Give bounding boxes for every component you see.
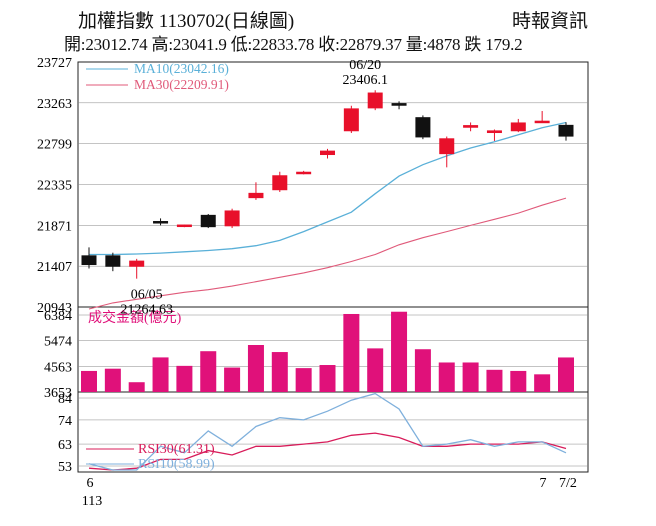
candle-body bbox=[272, 175, 288, 191]
rsi10-legend: RSI10(58.99) bbox=[138, 457, 215, 472]
rsi-y-tick: 74 bbox=[58, 414, 72, 429]
volume-bar bbox=[176, 365, 193, 392]
volume-bars: 成交金額(億元) bbox=[81, 309, 574, 392]
volume-bar bbox=[224, 367, 241, 392]
volume-bar bbox=[534, 374, 551, 392]
axis-labels: 2372723263227992233521871214072094363845… bbox=[37, 56, 577, 509]
price-y-tick: 23263 bbox=[37, 97, 72, 112]
candle-body bbox=[153, 221, 169, 224]
candle-body bbox=[320, 150, 335, 156]
price-y-tick: 23727 bbox=[37, 56, 72, 71]
ohlc-stats: 開:23012.74 高:23041.9 低:22833.78 收:22879.… bbox=[64, 35, 523, 54]
volume-bar bbox=[438, 362, 455, 392]
grid-lines bbox=[78, 102, 588, 467]
x-tick-month: 6 bbox=[87, 476, 94, 491]
volume-bar bbox=[319, 365, 336, 392]
x-tick-month: 7 bbox=[540, 476, 547, 491]
candle-body bbox=[510, 122, 526, 132]
low-annotation-date: 06/05 bbox=[131, 288, 163, 303]
volume-y-tick: 6384 bbox=[44, 309, 72, 324]
rsi-lines: RSI30(61.31)RSI10(58.99) bbox=[86, 392, 567, 472]
candle-body bbox=[200, 214, 216, 228]
candle-body bbox=[129, 260, 145, 267]
high-annotation-date: 06/20 bbox=[349, 58, 381, 73]
price-y-tick: 22799 bbox=[37, 138, 72, 153]
low-annotation-value: 21264.63 bbox=[120, 303, 173, 318]
volume-bar bbox=[271, 352, 288, 392]
x-tick-year: 113 bbox=[82, 494, 102, 509]
ma10-legend: MA10(23042.16) bbox=[134, 61, 229, 76]
ma30-legend: MA30(22209.91) bbox=[134, 77, 229, 92]
volume-bar bbox=[295, 368, 312, 392]
chart-title: 加權指數 1130702(日線圖) bbox=[78, 11, 295, 32]
volume-bar bbox=[367, 348, 384, 392]
volume-y-tick: 4563 bbox=[44, 360, 72, 375]
candlesticks bbox=[81, 90, 574, 279]
price-y-tick: 22335 bbox=[37, 179, 72, 194]
price-y-tick: 21407 bbox=[37, 260, 72, 275]
high-annotation-value: 23406.1 bbox=[342, 73, 388, 88]
volume-bar bbox=[391, 311, 408, 392]
volume-panel-title: 成交金額(億元) bbox=[88, 309, 182, 326]
candle-body bbox=[343, 108, 359, 132]
rsi30-legend: RSI30(61.31) bbox=[138, 442, 215, 457]
volume-bar bbox=[343, 313, 360, 392]
x-tick-date: 7/2 bbox=[559, 476, 577, 491]
rsi-y-tick: 53 bbox=[58, 460, 72, 475]
volume-y-tick: 3653 bbox=[44, 386, 72, 401]
candle-body bbox=[81, 255, 97, 266]
candle-body bbox=[534, 120, 550, 124]
candle-body bbox=[176, 224, 192, 228]
volume-bar bbox=[152, 357, 169, 392]
candle-body bbox=[486, 130, 502, 134]
volume-bar bbox=[81, 370, 97, 392]
candle-body bbox=[391, 103, 407, 106]
candle-body bbox=[296, 171, 312, 175]
volume-bar bbox=[128, 382, 145, 392]
volume-bar bbox=[558, 357, 574, 392]
source-label: 時報資訊 bbox=[512, 11, 589, 32]
candle-body bbox=[367, 92, 383, 109]
price-y-tick: 21871 bbox=[37, 219, 72, 234]
rsi-series-line bbox=[88, 392, 567, 471]
candle-body bbox=[248, 192, 264, 199]
volume-bar bbox=[200, 351, 217, 392]
candle-body bbox=[224, 210, 240, 227]
moving-average-lines: MA10(23042.16)MA30(22209.91) bbox=[86, 61, 567, 310]
candle-body bbox=[463, 125, 479, 128]
volume-bar bbox=[462, 362, 479, 392]
candle-body bbox=[105, 255, 121, 267]
volume-y-tick: 5474 bbox=[44, 335, 72, 350]
volume-bar bbox=[510, 370, 527, 392]
volume-bar bbox=[414, 349, 431, 392]
price-y-tick: 20943 bbox=[37, 301, 72, 316]
ma10-line bbox=[89, 121, 567, 256]
candle-body bbox=[415, 117, 431, 138]
candle-body bbox=[558, 124, 574, 137]
candle-body bbox=[439, 138, 455, 155]
rsi-y-tick: 84 bbox=[58, 392, 72, 407]
volume-bar bbox=[104, 368, 121, 392]
volume-bar bbox=[247, 344, 264, 392]
volume-bar bbox=[486, 369, 503, 392]
ma30-line bbox=[88, 197, 567, 310]
rsi-y-tick: 63 bbox=[58, 438, 72, 453]
